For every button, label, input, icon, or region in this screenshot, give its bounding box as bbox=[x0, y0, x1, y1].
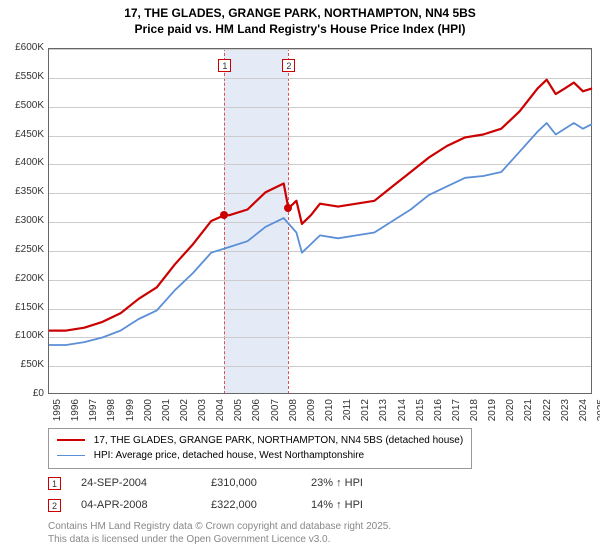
series-hpi-line bbox=[48, 123, 592, 345]
sale-marker-box: 2 bbox=[282, 59, 295, 72]
sales-table: 1 24-SEP-2004 £310,000 23% ↑ HPI 2 04-AP… bbox=[48, 472, 401, 516]
x-tick-label: 1999 bbox=[125, 399, 136, 421]
sales-row-2-date: 04-APR-2008 bbox=[81, 499, 211, 511]
title-line-1: 17, THE GLADES, GRANGE PARK, NORTHAMPTON… bbox=[124, 6, 476, 20]
y-axis-line bbox=[48, 48, 49, 394]
y-tick-label: £150K bbox=[4, 302, 44, 313]
footer-note: Contains HM Land Registry data © Crown c… bbox=[48, 520, 391, 546]
sale-point bbox=[220, 211, 228, 219]
legend-box: 17, THE GLADES, GRANGE PARK, NORTHAMPTON… bbox=[48, 428, 472, 469]
x-tick-label: 2004 bbox=[215, 399, 226, 421]
chart-lines-svg bbox=[48, 48, 592, 394]
y-tick-label: £500K bbox=[4, 100, 44, 111]
sales-row-1-date: 24-SEP-2004 bbox=[81, 477, 211, 489]
x-tick-label: 2024 bbox=[578, 399, 589, 421]
x-tick-label: 2017 bbox=[451, 399, 462, 421]
sales-row-2-pct: 14% ↑ HPI bbox=[311, 499, 401, 511]
y-tick-label: £400K bbox=[4, 157, 44, 168]
x-axis-line bbox=[48, 393, 592, 394]
chart-title: 17, THE GLADES, GRANGE PARK, NORTHAMPTON… bbox=[0, 0, 600, 37]
chart-container: 17, THE GLADES, GRANGE PARK, NORTHAMPTON… bbox=[0, 0, 600, 560]
legend-label-2: HPI: Average price, detached house, West… bbox=[94, 450, 364, 461]
title-line-2: Price paid vs. HM Land Registry's House … bbox=[135, 22, 466, 36]
sales-row-1: 1 24-SEP-2004 £310,000 23% ↑ HPI bbox=[48, 472, 401, 494]
y-tick-label: £0 bbox=[4, 388, 44, 399]
sales-row-2-price: £322,000 bbox=[211, 499, 311, 511]
footer-line-2: This data is licensed under the Open Gov… bbox=[48, 534, 330, 545]
x-tick-label: 2010 bbox=[324, 399, 335, 421]
y-tick-label: £50K bbox=[4, 359, 44, 370]
legend-item-2: HPI: Average price, detached house, West… bbox=[57, 448, 463, 463]
sales-row-1-price: £310,000 bbox=[211, 477, 311, 489]
y-tick-label: £100K bbox=[4, 330, 44, 341]
sales-row-2: 2 04-APR-2008 £322,000 14% ↑ HPI bbox=[48, 494, 401, 516]
x-tick-label: 2018 bbox=[469, 399, 480, 421]
footer-line-1: Contains HM Land Registry data © Crown c… bbox=[48, 521, 391, 532]
series-property-line bbox=[48, 80, 592, 331]
x-tick-label: 2014 bbox=[397, 399, 408, 421]
y-tick-label: £350K bbox=[4, 186, 44, 197]
x-tick-label: 2020 bbox=[505, 399, 516, 421]
x-tick-label: 2009 bbox=[306, 399, 317, 421]
x-tick-label: 2011 bbox=[342, 399, 353, 421]
y-tick-label: £250K bbox=[4, 244, 44, 255]
x-tick-label: 2021 bbox=[523, 399, 534, 421]
x-tick-label: 2008 bbox=[288, 399, 299, 421]
legend-label-1: 17, THE GLADES, GRANGE PARK, NORTHAMPTON… bbox=[94, 435, 463, 446]
x-tick-label: 2016 bbox=[433, 399, 444, 421]
sale-marker-box: 1 bbox=[218, 59, 231, 72]
x-tick-label: 2001 bbox=[161, 399, 172, 421]
y-tick-label: £450K bbox=[4, 129, 44, 140]
x-tick-label: 2000 bbox=[143, 399, 154, 421]
x-tick-label: 2015 bbox=[415, 399, 426, 421]
x-tick-label: 2012 bbox=[360, 399, 371, 421]
x-tick-label: 2022 bbox=[542, 399, 553, 421]
x-tick-label: 2019 bbox=[487, 399, 498, 421]
x-tick-label: 1995 bbox=[52, 399, 63, 421]
y-tick-label: £200K bbox=[4, 273, 44, 284]
x-tick-label: 2013 bbox=[378, 399, 389, 421]
sale-point bbox=[284, 204, 292, 212]
x-tick-label: 1998 bbox=[106, 399, 117, 421]
x-tick-label: 1997 bbox=[88, 399, 99, 421]
x-tick-label: 1996 bbox=[70, 399, 81, 421]
sales-row-2-marker: 2 bbox=[48, 499, 61, 512]
x-tick-label: 2003 bbox=[197, 399, 208, 421]
x-tick-label: 2023 bbox=[560, 399, 571, 421]
x-tick-label: 2005 bbox=[233, 399, 244, 421]
legend-swatch-2 bbox=[57, 455, 85, 456]
legend-item-1: 17, THE GLADES, GRANGE PARK, NORTHAMPTON… bbox=[57, 433, 463, 448]
x-tick-label: 2007 bbox=[270, 399, 281, 421]
x-tick-label: 2025 bbox=[596, 399, 600, 421]
x-tick-label: 2006 bbox=[251, 399, 262, 421]
y-tick-label: £300K bbox=[4, 215, 44, 226]
y-tick-label: £600K bbox=[4, 42, 44, 53]
x-tick-label: 2002 bbox=[179, 399, 190, 421]
sales-row-1-marker: 1 bbox=[48, 477, 61, 490]
legend-swatch-1 bbox=[57, 439, 85, 441]
sales-row-1-pct: 23% ↑ HPI bbox=[311, 477, 401, 489]
y-tick-label: £550K bbox=[4, 71, 44, 82]
